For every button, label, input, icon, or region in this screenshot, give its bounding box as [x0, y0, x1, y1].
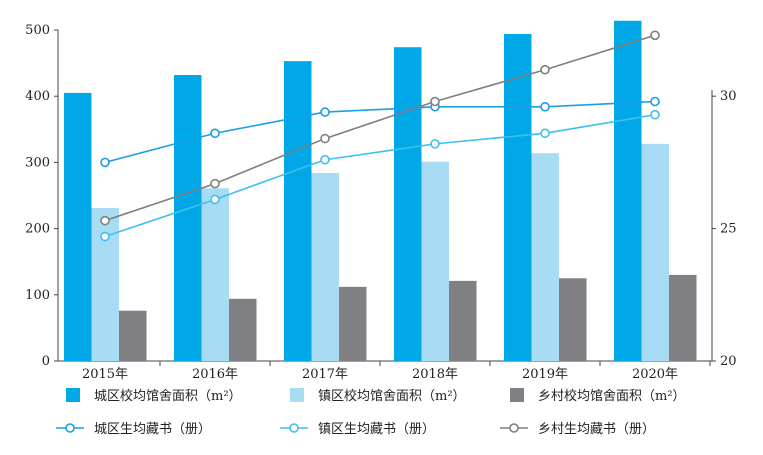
line-point — [650, 96, 660, 107]
bar-urban — [504, 33, 532, 362]
right-tick-label: 30 — [720, 89, 737, 104]
bar-urban — [64, 92, 92, 361]
bar-rural — [559, 278, 587, 361]
bar-town — [421, 161, 449, 361]
line-point — [210, 128, 220, 139]
right-tick-label: 20 — [720, 354, 737, 369]
line-point — [430, 139, 440, 149]
line-point — [540, 64, 550, 75]
legend-label: 城区生均藏书（册） — [94, 422, 211, 437]
bar-rural — [339, 286, 367, 361]
line-point — [100, 215, 110, 226]
bar-town — [641, 143, 669, 361]
right-tick-label: 25 — [720, 222, 737, 237]
bar-urban — [394, 47, 422, 361]
line-point — [320, 154, 330, 165]
left-tick-label: 400 — [25, 89, 50, 104]
x-tick-label: 2015年 — [82, 367, 128, 382]
legend-label: 乡村校均馆舍面积（m²） — [538, 388, 686, 404]
legend-swatch — [290, 388, 304, 402]
line-point — [320, 107, 330, 117]
legend-marker — [289, 423, 299, 433]
x-tick-label: 2017年 — [302, 367, 348, 382]
bar-urban — [174, 75, 202, 362]
legend-label: 城区校均馆舍面积（m²） — [94, 388, 242, 404]
bar-town — [91, 208, 119, 361]
line-point — [430, 96, 440, 107]
legend-marker — [65, 423, 75, 433]
legend-swatch — [66, 388, 80, 402]
line-point — [320, 133, 330, 144]
legend-label: 镇区校均馆舍面积（m²） — [318, 388, 466, 404]
line-point — [210, 178, 220, 189]
line-point — [650, 109, 660, 120]
line-point — [650, 30, 660, 41]
x-tick-label: 2020年 — [632, 367, 678, 382]
line-town — [104, 113, 656, 238]
x-tick-label: 2016年 — [192, 367, 238, 382]
bar-rural — [229, 298, 257, 361]
legend-label: 乡村生均藏书（册） — [538, 422, 655, 437]
bar-town — [201, 188, 229, 361]
line-point — [100, 157, 110, 168]
bar-rural — [669, 274, 697, 361]
bar-urban — [614, 20, 642, 362]
line-point — [540, 128, 550, 139]
line-urban — [104, 100, 656, 164]
bar-rural — [449, 280, 477, 361]
line-point — [540, 101, 550, 112]
bar-town — [531, 153, 559, 361]
left-tick-label: 500 — [25, 23, 50, 38]
line-point — [210, 194, 220, 205]
legend-label: 镇区生均藏书（册） — [318, 422, 435, 437]
bar-urban — [284, 61, 312, 361]
bar-town — [311, 172, 339, 361]
x-tick-label: 2018年 — [412, 367, 458, 382]
left-tick-label: 100 — [25, 288, 50, 303]
x-tick-label: 2019年 — [522, 367, 568, 382]
bar-rural — [119, 310, 147, 361]
left-tick-label: 200 — [25, 222, 50, 237]
line-rural — [104, 34, 656, 222]
legend-marker — [509, 423, 519, 433]
line-point — [100, 231, 110, 242]
left-tick-label: 300 — [25, 155, 50, 170]
left-tick-label: 0 — [42, 354, 50, 369]
legend-swatch — [510, 388, 524, 402]
